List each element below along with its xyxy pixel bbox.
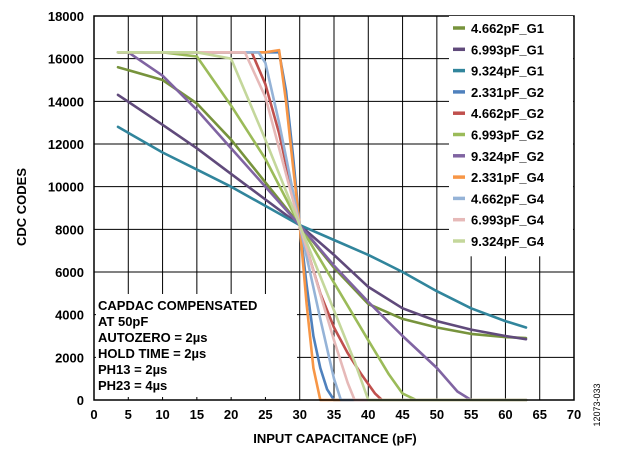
figure-id: 12073-033 bbox=[592, 383, 602, 426]
y-tick-label: 10000 bbox=[48, 180, 84, 195]
legend-label-9.324pF_G4: 9.324pF_G4 bbox=[471, 234, 545, 249]
legend-label-6.993pF_G2: 6.993pF_G2 bbox=[471, 128, 544, 143]
y-tick-label: 2000 bbox=[55, 350, 84, 365]
plot-frame bbox=[93, 15, 575, 401]
x-tick-label: 65 bbox=[532, 407, 546, 422]
x-tick-label: 70 bbox=[567, 407, 581, 422]
x-axis-title: INPUT CAPACITANCE (pF) bbox=[253, 431, 416, 446]
legend-background bbox=[449, 16, 573, 257]
x-tick-label: 50 bbox=[430, 407, 444, 422]
x-tick-label: 35 bbox=[327, 407, 341, 422]
legend-label-6.993pF_G4: 6.993pF_G4 bbox=[471, 213, 545, 228]
annotation-line: CAPDAC COMPENSATED bbox=[98, 298, 257, 313]
y-axis-tick-labels: 0 2000 4000 6000 8000 10000 12000 14000 16000 180… bbox=[48, 9, 84, 408]
y-tick-label: 0 bbox=[77, 393, 84, 408]
legend-label-6.993pF_G1: 6.993pF_G1 bbox=[471, 42, 544, 57]
series-lines bbox=[116, 48, 528, 402]
x-tick-label: 55 bbox=[464, 407, 478, 422]
x-tick-label: 40 bbox=[361, 407, 375, 422]
annotation-line: PH23 = 4µs bbox=[98, 378, 167, 393]
x-tick-label: 15 bbox=[190, 407, 204, 422]
series-line-9.324pF_G1 bbox=[116, 125, 528, 329]
series-line-6.993pF_G1 bbox=[116, 93, 528, 341]
legend-label-9.324pF_G1: 9.324pF_G1 bbox=[471, 64, 544, 79]
legend-label-4.662pF_G4: 4.662pF_G4 bbox=[471, 191, 545, 206]
legend-label-9.324pF_G2: 9.324pF_G2 bbox=[471, 149, 544, 164]
y-axis-title: CDC CODES bbox=[14, 168, 29, 246]
x-tick-label: 25 bbox=[258, 407, 272, 422]
annotation-background bbox=[96, 294, 297, 397]
annotation-line: HOLD TIME = 2µs bbox=[98, 346, 206, 361]
x-tick-label: 0 bbox=[90, 407, 97, 422]
legend-label-4.662pF_G2: 4.662pF_G2 bbox=[471, 106, 544, 121]
y-tick-label: 14000 bbox=[48, 94, 84, 109]
y-tick-label: 16000 bbox=[48, 52, 84, 67]
series-line-9.324pF_G4 bbox=[116, 50, 528, 402]
series-line-9.324pF_G2 bbox=[116, 50, 528, 402]
y-tick-label: 8000 bbox=[55, 222, 84, 237]
x-tick-label: 10 bbox=[155, 407, 169, 422]
series-line-4.662pF_G1 bbox=[116, 65, 528, 340]
y-tick-label: 4000 bbox=[55, 308, 84, 323]
x-tick-label: 60 bbox=[498, 407, 512, 422]
y-tick-label: 18000 bbox=[48, 9, 84, 24]
x-tick-label: 20 bbox=[224, 407, 238, 422]
legend-label-2.331pF_G4: 2.331pF_G4 bbox=[471, 170, 545, 185]
legend-label-4.662pF_G1: 4.662pF_G1 bbox=[471, 21, 544, 36]
x-tick-label: 5 bbox=[125, 407, 132, 422]
x-tick-label: 45 bbox=[395, 407, 409, 422]
legend-label-2.331pF_G2: 2.331pF_G2 bbox=[471, 85, 544, 100]
x-axis-tick-labels: 0 5 10 15 20 25 30 35 40 45 50 55 60 65 70 bbox=[90, 407, 581, 422]
annotation-line: PH13 = 2µs bbox=[98, 362, 167, 377]
y-tick-label: 6000 bbox=[55, 265, 84, 280]
series-line-6.993pF_G2 bbox=[116, 50, 528, 402]
x-tick-label: 30 bbox=[292, 407, 306, 422]
y-tick-label: 12000 bbox=[48, 137, 84, 152]
annotation-line: AUTOZERO = 2µs bbox=[98, 330, 207, 345]
annotation-line: AT 50pF bbox=[98, 314, 148, 329]
legend: 4.662pF_G1 6.993pF_G1 9.324pF_G1 2.331pF_G2… bbox=[449, 16, 573, 257]
